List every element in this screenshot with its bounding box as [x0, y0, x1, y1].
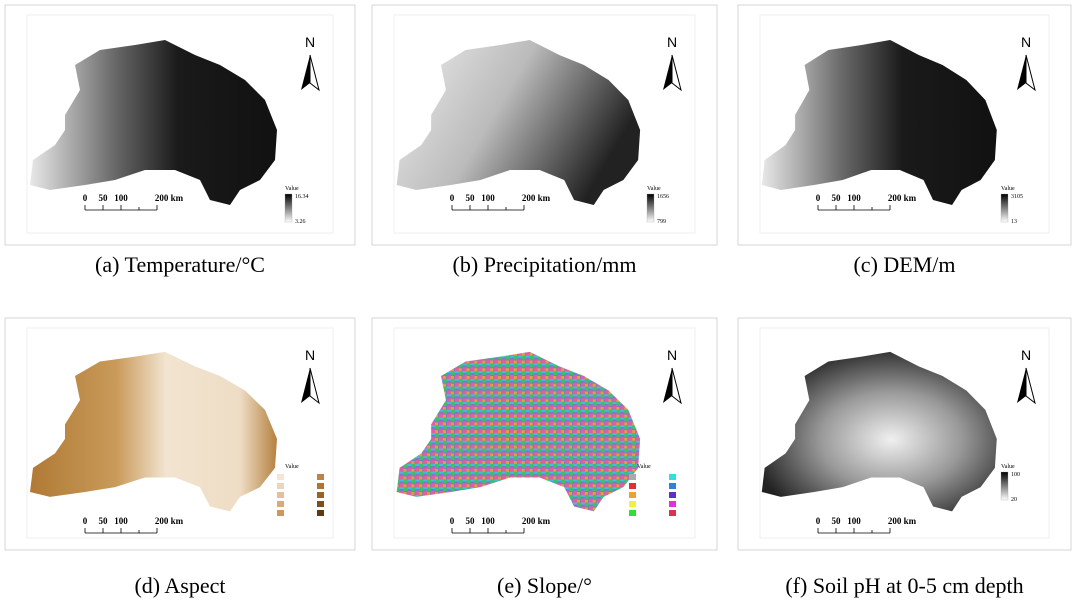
scale-label: 200 km: [522, 516, 551, 526]
panel-caption: (e) Slope/°: [497, 573, 592, 598]
scale-label: 50: [99, 516, 109, 526]
legend-swatch: [669, 483, 676, 489]
north-label: N: [305, 34, 315, 50]
legend-title: Value: [1001, 464, 1015, 470]
map-panel: N 0 50 100 200 km Value: [372, 318, 717, 550]
scale-label: 200 km: [155, 193, 184, 203]
legend-title: Value: [285, 464, 299, 470]
scale-label: 100: [114, 193, 128, 203]
legend-label: 1656: [657, 194, 669, 200]
scale-label: 0: [816, 516, 821, 526]
legend-swatch: [317, 474, 324, 480]
legend-label: 3105: [1011, 194, 1023, 200]
legend-swatch: [669, 510, 676, 516]
legend-label: 20: [1011, 497, 1017, 503]
panel-caption: (c) DEM/m: [853, 252, 955, 277]
scale-label: 200 km: [155, 516, 184, 526]
scale-label: 100: [847, 193, 861, 203]
legend-swatch: [317, 483, 324, 489]
scale-label: 100: [114, 516, 128, 526]
legend-label: 100: [1011, 472, 1020, 478]
legend-swatch: [629, 510, 636, 516]
legend-title: Value: [637, 464, 651, 470]
legend-swatch: [317, 501, 324, 507]
legend-swatch: [317, 510, 324, 516]
north-label: N: [667, 347, 677, 363]
legend-ramp: [1001, 472, 1008, 500]
legend-swatch: [277, 474, 284, 480]
north-label: N: [667, 34, 677, 50]
map-panel: N 0 50 100 200 km Value 1656 799: [372, 5, 717, 245]
legend-swatch: [317, 492, 324, 498]
legend-swatch: [669, 474, 676, 480]
map-panel: N 0 50 100 200 km Value 100 20: [738, 318, 1071, 550]
north-label: N: [1021, 347, 1031, 363]
legend-swatch: [629, 474, 636, 480]
scale-label: 50: [99, 193, 109, 203]
north-label: N: [1021, 34, 1031, 50]
legend-swatch: [669, 492, 676, 498]
legend-swatch: [669, 501, 676, 507]
legend-swatch: [277, 501, 284, 507]
panel-caption: (d) Aspect: [134, 573, 225, 598]
panel-caption: (a) Temperature/°C: [95, 252, 265, 277]
figure: N 0 50 100 200 km Value 16.34 3.26 (a) Temperatu…: [0, 0, 1076, 602]
legend-label: 3.26: [295, 219, 306, 225]
scale-label: 200 km: [888, 516, 917, 526]
scale-label: 0: [83, 516, 88, 526]
scale-label: 100: [481, 516, 495, 526]
scale-label: 0: [816, 193, 821, 203]
legend-title: Value: [647, 186, 661, 192]
map-panel: N 0 50 100 200 km Value: [5, 318, 355, 550]
legend-label: 799: [657, 219, 666, 225]
scale-label: 200 km: [888, 193, 917, 203]
legend-title: Value: [285, 186, 299, 192]
scale-label: 100: [481, 193, 495, 203]
map-panel: N 0 50 100 200 km Value 3105 13: [738, 5, 1071, 245]
north-label: N: [305, 347, 315, 363]
legend-swatch: [277, 483, 284, 489]
map-panel: N 0 50 100 200 km Value 16.34 3.26: [5, 5, 355, 245]
panel-caption: (b) Precipitation/mm: [453, 252, 637, 277]
scale-label: 50: [466, 516, 476, 526]
scale-label: 100: [847, 516, 861, 526]
scale-label: 50: [832, 516, 842, 526]
legend-label: 16.34: [295, 194, 309, 200]
legend-swatch: [629, 483, 636, 489]
legend-title: Value: [1001, 186, 1015, 192]
scale-label: 200 km: [522, 193, 551, 203]
legend-swatch: [277, 492, 284, 498]
scale-label: 0: [450, 516, 455, 526]
legend-swatch: [629, 492, 636, 498]
scale-label: 50: [832, 193, 842, 203]
legend-ramp: [647, 194, 654, 222]
legend-swatch: [629, 501, 636, 507]
scale-label: 0: [83, 193, 88, 203]
scale-label: 0: [450, 193, 455, 203]
panel-caption: (f) Soil pH at 0-5 cm depth: [785, 573, 1023, 598]
scale-label: 50: [466, 193, 476, 203]
legend-swatch: [277, 510, 284, 516]
legend-label: 13: [1011, 219, 1017, 225]
legend-ramp: [1001, 194, 1008, 222]
legend-ramp: [285, 194, 292, 222]
